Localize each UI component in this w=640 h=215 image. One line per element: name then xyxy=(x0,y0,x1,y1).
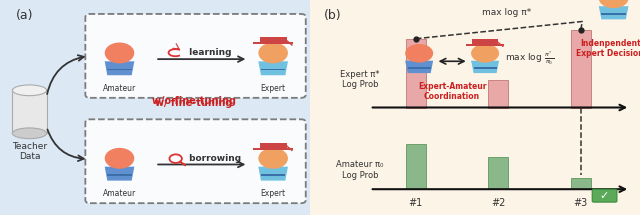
Text: (a): (a) xyxy=(15,9,33,22)
Circle shape xyxy=(406,45,433,62)
Polygon shape xyxy=(259,61,288,75)
Bar xyxy=(108,69,132,70)
Text: Indenpendent
Expert Decision: Indenpendent Expert Decision xyxy=(577,39,640,58)
Text: learning: learning xyxy=(186,48,232,57)
Bar xyxy=(488,157,508,189)
Circle shape xyxy=(600,0,628,8)
FancyBboxPatch shape xyxy=(592,189,617,202)
Bar xyxy=(261,69,285,70)
Circle shape xyxy=(259,43,287,63)
Text: borrowing: borrowing xyxy=(186,154,241,163)
Bar xyxy=(260,143,287,148)
Bar xyxy=(253,148,293,150)
FancyBboxPatch shape xyxy=(85,14,306,98)
Polygon shape xyxy=(105,61,134,75)
Bar xyxy=(406,39,426,108)
Bar xyxy=(474,67,497,69)
Text: Teacher
Data: Teacher Data xyxy=(12,142,47,161)
Text: max log $\frac{\pi^*}{\pi_0}$: max log $\frac{\pi^*}{\pi_0}$ xyxy=(505,49,554,67)
Bar xyxy=(466,44,504,46)
Bar xyxy=(472,39,498,44)
Text: ✓: ✓ xyxy=(600,191,609,201)
Circle shape xyxy=(106,149,134,168)
Text: max log π*: max log π* xyxy=(482,8,531,17)
Text: (b): (b) xyxy=(324,9,341,22)
FancyBboxPatch shape xyxy=(304,0,640,215)
Text: Amateur: Amateur xyxy=(103,189,136,198)
Bar xyxy=(571,30,591,108)
Circle shape xyxy=(259,149,287,168)
Text: #1: #1 xyxy=(409,198,423,208)
Ellipse shape xyxy=(12,85,47,96)
Text: #3: #3 xyxy=(573,198,588,208)
Ellipse shape xyxy=(12,128,47,139)
Bar xyxy=(602,13,626,15)
Text: w/o fine-tuning: w/o fine-tuning xyxy=(152,96,236,106)
Circle shape xyxy=(472,45,499,62)
Bar xyxy=(408,67,431,69)
Bar xyxy=(108,174,132,176)
Bar xyxy=(261,174,285,176)
Polygon shape xyxy=(599,6,628,19)
Text: Expert-Amateur
Coordination: Expert-Amateur Coordination xyxy=(418,82,486,101)
Text: Amateur π₀
Log Prob: Amateur π₀ Log Prob xyxy=(336,160,383,180)
Polygon shape xyxy=(471,61,499,73)
Text: Amateur: Amateur xyxy=(103,84,136,93)
Bar xyxy=(260,37,287,42)
Circle shape xyxy=(106,43,134,63)
Text: Expert: Expert xyxy=(260,189,285,198)
FancyBboxPatch shape xyxy=(85,119,306,203)
Polygon shape xyxy=(405,61,433,73)
Bar xyxy=(488,80,508,108)
Polygon shape xyxy=(259,167,288,181)
Bar xyxy=(253,42,293,44)
Text: Expert: Expert xyxy=(260,84,285,93)
Text: #2: #2 xyxy=(491,198,506,208)
Bar xyxy=(12,90,47,133)
FancyBboxPatch shape xyxy=(0,0,314,215)
Text: Expert π*
Log Prob: Expert π* Log Prob xyxy=(340,70,380,89)
Text: w/ fine-tuning: w/ fine-tuning xyxy=(156,98,233,108)
Bar xyxy=(571,178,591,189)
Polygon shape xyxy=(105,167,134,181)
Bar xyxy=(406,144,426,189)
